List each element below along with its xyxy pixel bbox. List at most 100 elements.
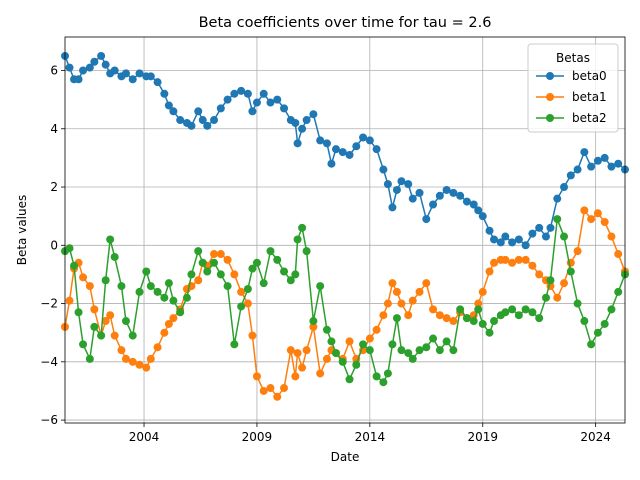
- data-point-beta2: [203, 267, 212, 276]
- data-point-beta2: [142, 267, 151, 276]
- y-tick-label: 0: [50, 238, 58, 252]
- data-point-beta2: [187, 270, 196, 279]
- data-point-beta0: [474, 206, 483, 215]
- data-point-beta1: [392, 287, 401, 296]
- data-point-beta0: [449, 188, 458, 197]
- data-point-beta0: [435, 191, 444, 200]
- data-point-beta2: [322, 325, 331, 334]
- data-point-beta0: [322, 139, 331, 148]
- data-point-beta2: [194, 247, 203, 256]
- data-point-beta2: [85, 354, 94, 363]
- data-point-beta1: [383, 299, 392, 308]
- data-point-beta1: [259, 386, 268, 395]
- data-point-beta1: [85, 282, 94, 291]
- data-point-beta1: [106, 311, 115, 320]
- data-point-beta0: [379, 165, 388, 174]
- data-point-beta2: [248, 264, 257, 273]
- data-point-beta0: [252, 98, 261, 107]
- data-point-beta2: [442, 337, 451, 346]
- data-point-beta0: [259, 89, 268, 98]
- data-point-beta2: [365, 346, 374, 355]
- data-point-beta0: [607, 162, 616, 171]
- data-point-beta2: [182, 293, 191, 302]
- data-point-beta2: [501, 308, 510, 317]
- data-point-beta0: [408, 194, 417, 203]
- data-point-beta0: [291, 118, 300, 127]
- data-point-beta1: [408, 296, 417, 305]
- data-point-beta1: [345, 337, 354, 346]
- data-point-beta0: [203, 121, 212, 130]
- data-point-beta1: [388, 279, 397, 288]
- data-point-beta0: [490, 235, 499, 244]
- data-point-beta0: [388, 203, 397, 212]
- data-point-beta2: [293, 235, 302, 244]
- data-point-beta1: [607, 232, 616, 241]
- data-point-beta1: [164, 319, 173, 328]
- data-point-beta0: [198, 116, 207, 125]
- data-point-beta1: [223, 255, 232, 264]
- data-point-beta2: [469, 317, 478, 326]
- data-point-beta2: [169, 296, 178, 305]
- data-point-beta1: [587, 215, 596, 224]
- data-point-beta1: [415, 287, 424, 296]
- data-point-beta2: [422, 343, 431, 352]
- data-point-beta1: [101, 317, 110, 326]
- data-point-beta2: [309, 317, 318, 326]
- series-beta2: [61, 215, 629, 387]
- axis-ticks: 2004 2009 2014 2019 2024 −6 −4 −2 0 2 4 6: [40, 64, 611, 444]
- data-point-beta0: [546, 223, 555, 232]
- data-point-beta0: [187, 121, 196, 130]
- data-point-beta1: [429, 305, 438, 314]
- y-tick-label: −4: [40, 355, 58, 369]
- x-tick-label: 2024: [580, 430, 611, 444]
- data-point-beta2: [541, 293, 550, 302]
- data-point-beta1: [614, 250, 623, 259]
- data-point-beta0: [160, 89, 169, 98]
- data-point-beta2: [435, 346, 444, 355]
- series-beta0: [61, 51, 629, 250]
- data-point-beta2: [70, 261, 79, 270]
- data-point-beta0: [600, 153, 609, 162]
- data-point-beta2: [160, 293, 169, 302]
- data-point-beta1: [298, 363, 307, 372]
- legend-box: [527, 43, 619, 133]
- data-point-beta0: [422, 215, 431, 224]
- data-point-beta2: [383, 369, 392, 378]
- data-point-beta2: [359, 340, 368, 349]
- data-point-beta1: [252, 372, 261, 381]
- data-point-beta2: [90, 322, 99, 331]
- data-point-beta1: [302, 346, 311, 355]
- data-point-beta0: [331, 145, 340, 154]
- data-point-beta1: [280, 384, 289, 393]
- data-point-beta1: [580, 206, 589, 215]
- data-point-beta1: [135, 360, 144, 369]
- data-point-beta1: [478, 287, 487, 296]
- data-point-beta1: [210, 250, 219, 259]
- data-point-beta2: [485, 328, 494, 337]
- data-point-beta2: [327, 337, 336, 346]
- data-point-beta2: [397, 346, 406, 355]
- data-point-beta0: [223, 95, 232, 104]
- data-point-beta0: [372, 145, 381, 154]
- data-point-beta0: [535, 223, 544, 232]
- legend: Betas beta0 beta1 beta2: [527, 43, 619, 133]
- data-point-beta0: [90, 57, 99, 66]
- data-point-beta0: [302, 116, 311, 125]
- data-point-beta2: [331, 349, 340, 358]
- data-point-beta1: [535, 270, 544, 279]
- data-point-beta0: [462, 197, 471, 206]
- data-point-beta1: [65, 296, 74, 305]
- data-point-beta0: [508, 238, 517, 247]
- data-point-beta1: [372, 325, 381, 334]
- data-point-beta2: [243, 284, 252, 293]
- data-point-beta0: [593, 156, 602, 165]
- legend-swatch-marker: [546, 72, 554, 80]
- data-point-beta1: [286, 346, 295, 355]
- data-point-beta0: [273, 95, 282, 104]
- data-point-beta0: [528, 229, 537, 238]
- data-point-beta0: [478, 212, 487, 221]
- data-point-beta1: [110, 331, 119, 340]
- data-point-beta2: [490, 317, 499, 326]
- data-point-beta0: [216, 104, 225, 113]
- data-point-beta2: [74, 308, 83, 317]
